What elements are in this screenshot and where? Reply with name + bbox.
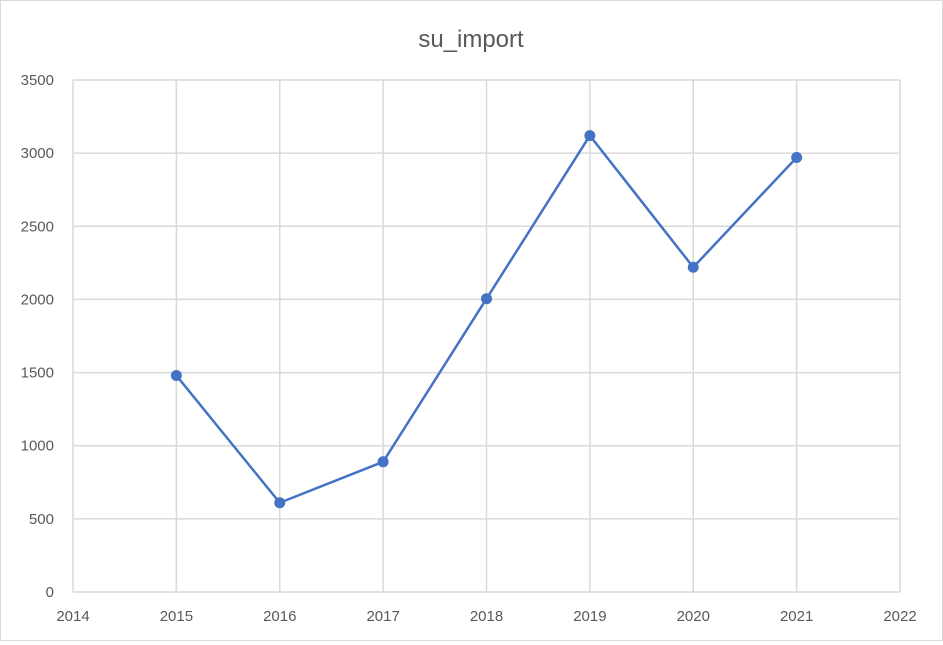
x-tick-label: 2020 (677, 608, 710, 625)
data-point (274, 497, 286, 509)
x-tick-label: 2016 (263, 608, 296, 625)
data-point (377, 456, 389, 468)
chart-title: su_import (418, 26, 524, 53)
data-point (170, 369, 182, 381)
y-tick-label: 0 (46, 584, 54, 601)
data-point (481, 293, 492, 305)
y-tick-label: 500 (29, 511, 54, 528)
data-point (584, 130, 596, 142)
y-tick-label: 2500 (21, 218, 54, 235)
x-tick-label: 2018 (470, 608, 503, 625)
x-tick-label: 2014 (56, 608, 89, 625)
y-tick-label: 1500 (21, 365, 54, 382)
axis-labels: 0 500 1000 1500 2000 2500 3000 3500 2014 2015 2016… (21, 72, 917, 625)
x-tick-label: 2022 (883, 608, 916, 625)
y-tick-label: 3500 (21, 72, 54, 89)
x-tick-label: 2017 (366, 608, 399, 625)
y-tick-label: 2000 (21, 291, 54, 308)
y-tick-label: 3000 (21, 145, 54, 162)
y-tick-label: 1000 (21, 438, 54, 455)
series-layer (170, 130, 803, 509)
x-tick-label: 2019 (573, 608, 606, 625)
x-tick-label: 2015 (160, 608, 193, 625)
data-point (791, 152, 803, 164)
gridlines (72, 79, 901, 593)
x-tick-label: 2021 (780, 608, 813, 625)
data-point (687, 261, 699, 273)
